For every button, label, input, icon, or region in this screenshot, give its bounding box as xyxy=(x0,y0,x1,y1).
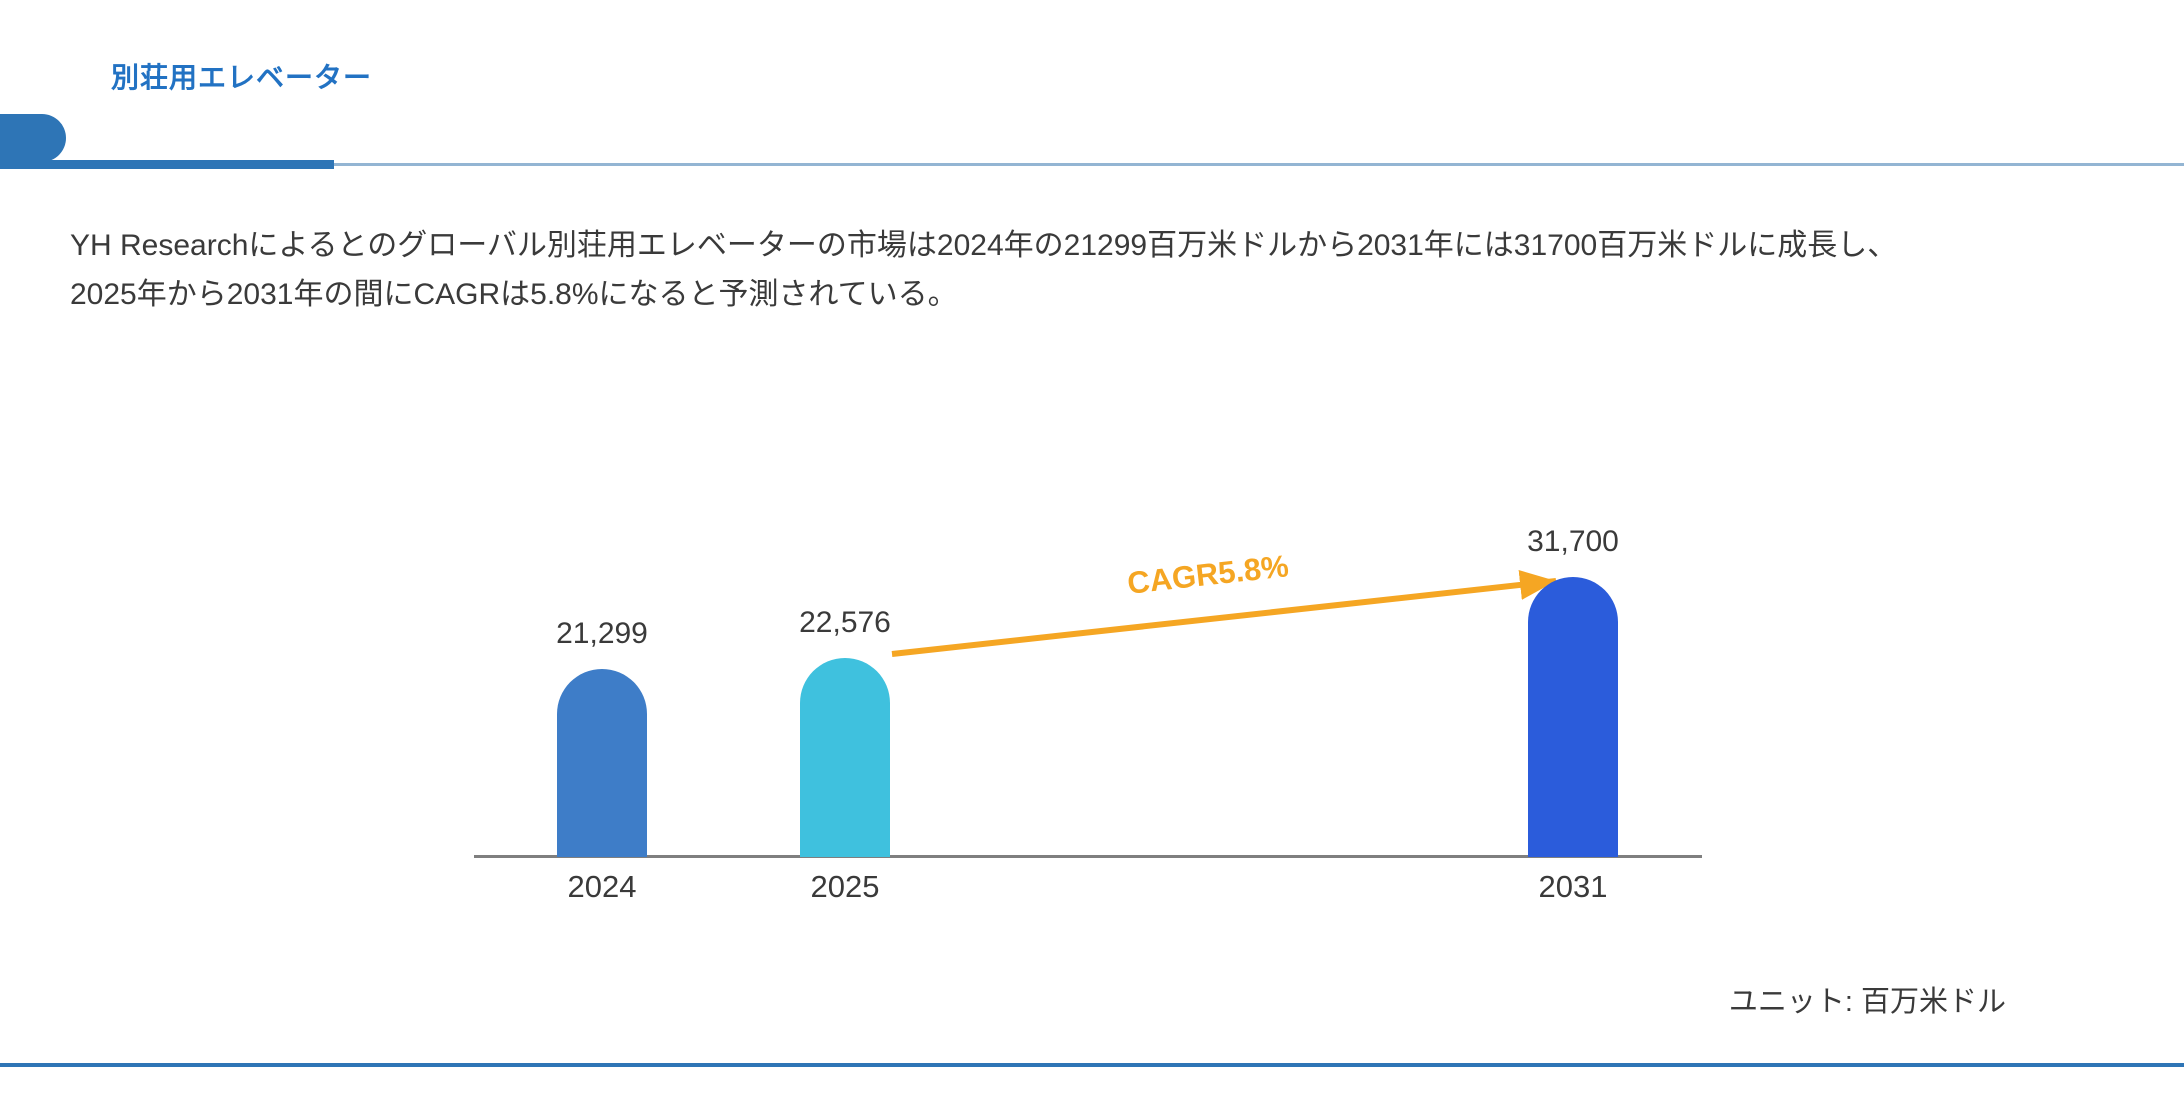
bar-2024 xyxy=(557,669,647,857)
bar-value-label: 21,299 xyxy=(556,617,648,650)
header-divider-line xyxy=(334,163,2184,166)
unit-note: ユニット: 百万米ドル xyxy=(1728,986,2006,1018)
header-accent-line xyxy=(0,160,334,169)
bar-value-label: 22,576 xyxy=(799,606,891,639)
bar-category-label: 2025 xyxy=(810,869,880,904)
bar-2031 xyxy=(1528,577,1618,857)
bar-category-label: 2031 xyxy=(1538,869,1608,904)
bar-category-label: 2024 xyxy=(567,869,637,904)
header-accent-pill xyxy=(0,114,66,162)
bar-value-label: 31,700 xyxy=(1527,525,1619,558)
bottom-divider xyxy=(0,1063,2184,1067)
market-summary-text: YH Researchによるとのグローバル別荘用エレベーターの市場は2024年の… xyxy=(70,229,1898,311)
cagr-arrow-line xyxy=(891,570,1557,657)
bar-2025 xyxy=(800,658,890,857)
cagr-label: CAGR5.8% xyxy=(1125,548,1291,601)
page-title: 別荘用エレベーター xyxy=(111,62,373,93)
x-axis-line xyxy=(474,855,1702,858)
